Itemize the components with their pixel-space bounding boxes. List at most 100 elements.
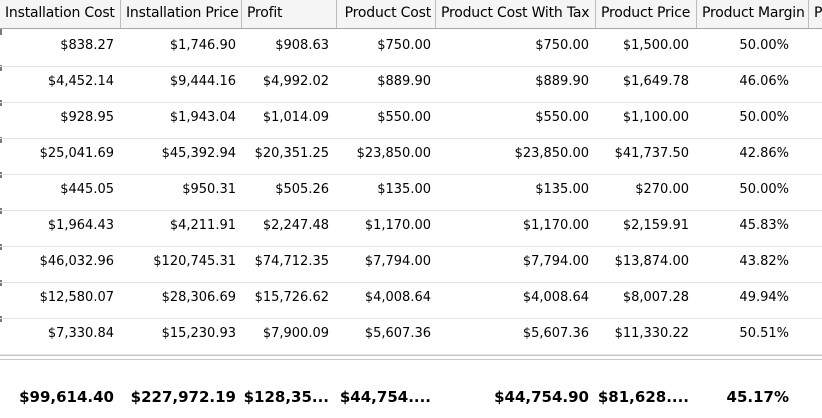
column-header-installation-price[interactable]: Installation Price	[121, 0, 242, 28]
table-row[interactable]: $838.27 $1,746.90 $908.63 $750.00 $750.00 $1,…	[0, 29, 822, 67]
cell-product-cost-with-tax[interactable]: $7,794.00	[522, 254, 589, 269]
cell-product-cost[interactable]: $5,607.36	[364, 326, 431, 341]
row-marker	[0, 100, 2, 106]
cell-product-margin[interactable]: 49.94%	[739, 290, 789, 305]
cell-product-cost-with-tax[interactable]: $5,607.36	[522, 326, 589, 341]
column-header-product-price[interactable]: Product Price	[596, 0, 697, 28]
cell-truncated[interactable]	[809, 173, 822, 210]
cell-truncated[interactable]	[809, 209, 822, 246]
cell-product-cost-with-tax[interactable]: $550.00	[535, 110, 589, 125]
cell-product-price[interactable]: $8,007.28	[622, 290, 689, 305]
column-header-installation-cost[interactable]: Installation Cost	[0, 0, 121, 28]
cell-product-cost[interactable]: $1,170.00	[364, 218, 431, 233]
cell-profit[interactable]: $505.26	[275, 182, 329, 197]
cell-product-cost-with-tax[interactable]: $135.00	[535, 182, 589, 197]
cell-product-price[interactable]: $41,737.50	[614, 146, 689, 161]
cell-product-price[interactable]: $1,500.00	[622, 38, 689, 53]
cell-product-margin[interactable]: 46.06%	[739, 74, 789, 89]
cell-installation-cost[interactable]: $838.27	[60, 38, 114, 53]
cell-installation-price[interactable]: $1,943.04	[169, 110, 236, 125]
cell-profit[interactable]: $4,992.02	[262, 74, 329, 89]
total-product-margin: 45.17%	[726, 388, 789, 406]
cell-product-price[interactable]: $1,100.00	[622, 110, 689, 125]
cell-truncated[interactable]	[809, 281, 822, 318]
cell-product-price[interactable]: $2,159.91	[622, 218, 689, 233]
column-header-product-cost[interactable]: Product Cost	[337, 0, 436, 28]
grid-header: Installation Cost Installation Price Pro…	[0, 0, 822, 29]
cell-installation-price[interactable]: $28,306.69	[161, 290, 236, 305]
cell-installation-cost[interactable]: $1,964.43	[47, 218, 114, 233]
row-marker	[0, 65, 2, 71]
cell-profit[interactable]: $908.63	[275, 38, 329, 53]
cell-product-cost[interactable]: $750.00	[377, 38, 431, 53]
cell-product-margin[interactable]: 45.83%	[739, 218, 789, 233]
cell-product-margin[interactable]: 50.51%	[739, 326, 789, 341]
cell-truncated[interactable]	[809, 65, 822, 102]
cell-product-cost-with-tax[interactable]: $750.00	[535, 38, 589, 53]
cell-profit[interactable]: $1,014.09	[262, 110, 329, 125]
cell-installation-price[interactable]: $120,745.31	[153, 254, 236, 269]
cell-product-margin[interactable]: 50.00%	[739, 110, 789, 125]
cell-product-price[interactable]: $11,330.22	[614, 326, 689, 341]
table-row[interactable]: $25,041.69 $45,392.94 $20,351.25 $23,850.00…	[0, 137, 822, 175]
cell-product-cost-with-tax[interactable]: $4,008.64	[522, 290, 589, 305]
cell-installation-cost[interactable]: $12,580.07	[39, 290, 114, 305]
cell-product-cost-with-tax[interactable]: $1,170.00	[522, 218, 589, 233]
cell-installation-price[interactable]: $4,211.91	[169, 218, 236, 233]
cell-installation-price[interactable]: $15,230.93	[161, 326, 236, 341]
column-header-profit[interactable]: Profit	[242, 0, 337, 28]
table-row[interactable]: $12,580.07 $28,306.69 $15,726.62 $4,008.64 $…	[0, 281, 822, 319]
cell-installation-cost[interactable]: $7,330.84	[47, 326, 114, 341]
cell-profit[interactable]: $15,726.62	[254, 290, 329, 305]
column-header-truncated[interactable]: P	[814, 5, 822, 21]
cell-product-cost-with-tax[interactable]: $889.90	[535, 74, 589, 89]
cell-truncated[interactable]	[809, 317, 822, 354]
totals-row: $99,614.40 $227,972.19 $128,35... $44,75…	[0, 380, 822, 414]
cell-profit[interactable]: $74,712.35	[254, 254, 329, 269]
cell-product-price[interactable]: $270.00	[635, 182, 689, 197]
cell-installation-cost[interactable]: $928.95	[60, 110, 114, 125]
table-row[interactable]: $46,032.96 $120,745.31 $74,712.35 $7,794.00…	[0, 245, 822, 283]
table-row[interactable]: $4,452.14 $9,444.16 $4,992.02 $889.90 $889.9…	[0, 65, 822, 103]
table-row[interactable]: $7,330.84 $15,230.93 $7,900.09 $5,607.36 $5,…	[0, 317, 822, 355]
cell-installation-cost[interactable]: $25,041.69	[39, 146, 114, 161]
cell-profit[interactable]: $7,900.09	[262, 326, 329, 341]
total-installation-cost: $99,614.40	[19, 388, 114, 406]
cell-profit[interactable]: $2,247.48	[262, 218, 329, 233]
cell-truncated[interactable]	[809, 29, 822, 66]
cell-product-margin[interactable]: 50.00%	[739, 38, 789, 53]
cell-installation-price[interactable]: $45,392.94	[161, 146, 236, 161]
cell-installation-price[interactable]: $950.31	[182, 182, 236, 197]
cell-product-price[interactable]: $13,874.00	[614, 254, 689, 269]
table-row[interactable]: $928.95 $1,943.04 $1,014.09 $550.00 $550.00 $…	[0, 101, 822, 139]
cell-product-margin[interactable]: 42.86%	[739, 146, 789, 161]
row-marker	[0, 244, 2, 250]
total-product-cost: $44,754....	[339, 388, 431, 406]
cell-product-cost[interactable]: $135.00	[377, 182, 431, 197]
row-marker	[0, 172, 2, 178]
cell-truncated[interactable]	[809, 245, 822, 282]
cell-product-cost[interactable]: $23,850.00	[356, 146, 431, 161]
cell-product-cost-with-tax[interactable]: $23,850.00	[514, 146, 589, 161]
cell-installation-price[interactable]: $9,444.16	[169, 74, 236, 89]
cell-installation-price[interactable]: $1,746.90	[169, 38, 236, 53]
cell-product-margin[interactable]: 50.00%	[739, 182, 789, 197]
cell-product-price[interactable]: $1,649.78	[622, 74, 689, 89]
cell-product-cost[interactable]: $7,794.00	[364, 254, 431, 269]
cell-product-cost[interactable]: $889.90	[377, 74, 431, 89]
cell-product-cost[interactable]: $550.00	[377, 110, 431, 125]
cell-profit[interactable]: $20,351.25	[254, 146, 329, 161]
cell-truncated[interactable]	[809, 101, 822, 138]
cell-truncated[interactable]	[809, 137, 822, 174]
cell-installation-cost[interactable]: $46,032.96	[39, 254, 114, 269]
column-header-product-margin[interactable]: Product Margin	[697, 0, 809, 28]
total-product-cost-with-tax: $44,754.90	[494, 388, 589, 406]
table-row[interactable]: $445.05 $950.31 $505.26 $135.00 $135.00 $270.…	[0, 173, 822, 211]
column-header-product-cost-with-tax[interactable]: Product Cost With Tax	[436, 0, 596, 28]
table-row[interactable]: $1,964.43 $4,211.91 $2,247.48 $1,170.00 $1,1…	[0, 209, 822, 247]
cell-product-cost[interactable]: $4,008.64	[364, 290, 431, 305]
cell-installation-cost[interactable]: $4,452.14	[47, 74, 114, 89]
cell-product-margin[interactable]: 43.82%	[739, 254, 789, 269]
cell-installation-cost[interactable]: $445.05	[60, 182, 114, 197]
